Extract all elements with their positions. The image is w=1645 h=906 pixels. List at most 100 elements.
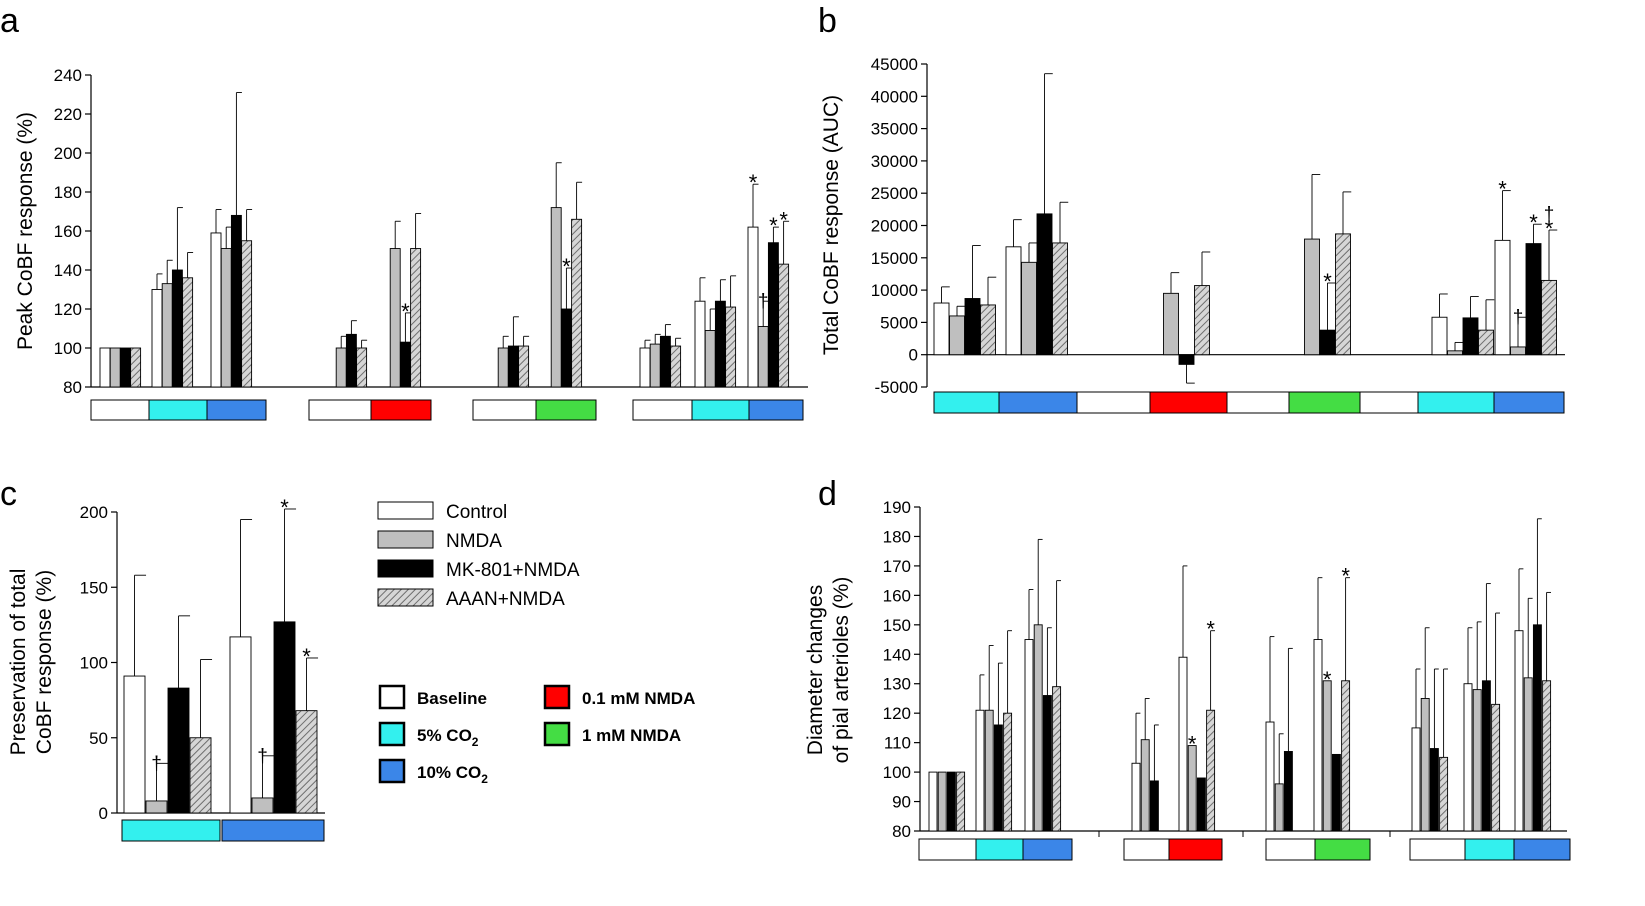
condition-co2_10 [206,399,267,421]
bar-nmda [949,315,965,356]
bar-nmda [649,343,661,388]
y-tick-label: 110 [884,734,911,753]
bar-nmda [251,797,274,814]
panel-label-b: b [818,2,837,40]
significance-star: * [1498,177,1507,202]
y-tick-label: 100 [54,339,82,358]
y-tick-label: 190 [883,498,911,517]
condition-co2_5 [975,838,1024,861]
bar-aaan [130,347,142,388]
y-axis-label-line: of pial arterioles (%) [830,577,853,764]
bar-control [639,347,651,388]
bar-aaan [1439,756,1449,832]
y-axis-label: Diameter changes of pial arterioles (%) [804,577,853,764]
legend-swatch-nmda-1 [543,721,571,747]
bar-mk801 [1319,329,1336,356]
significance-star: * [1188,732,1197,757]
legend-label-baseline: Baseline [417,689,487,708]
condition-baseline [1123,838,1170,861]
y-tick-label: 25000 [871,184,918,203]
bar-aaan [980,304,996,356]
legend-swatch-baseline [378,684,406,710]
y-tick-label: 160 [883,586,911,605]
bar-aaan [571,218,583,388]
y-tick-label: 150 [80,578,108,597]
bar-nmda [1322,680,1332,832]
y-tick-label: 30000 [871,152,918,171]
bar-aaan [1194,285,1210,356]
y-tick-label: 240 [54,66,82,85]
condition-nmda_1 [1288,391,1361,414]
condition-baseline [1076,391,1151,414]
significance-dagger: † [1513,307,1524,328]
y-tick-label: 120 [883,704,911,723]
bar-aaan [410,248,422,388]
condition-co2_5 [691,399,750,421]
bar-control [1431,316,1448,356]
bar-mk801 [1429,748,1439,832]
significance-star: * [302,644,311,669]
chart-b: -5000 0 5000 10000 15000 20000 25000 30000 35000… [820,55,1565,414]
condition-nmda_1 [535,399,597,421]
condition-co2_10 [1022,838,1073,861]
legend-label-co2-10: 10% CO2 [417,763,488,786]
bar-control [1005,246,1022,356]
bar-control [928,771,938,832]
significance-dagger: † [151,753,162,774]
significance-dagger: † [257,746,268,767]
condition-baseline [632,399,693,421]
y-tick-label: 80 [892,822,911,841]
significance-star: * [779,207,788,232]
bar-mk801 [1525,243,1542,356]
condition-co2_10 [998,391,1078,414]
bar-nmda [1304,238,1320,356]
bar-aaan [1003,712,1013,832]
significance-star: * [1545,216,1554,241]
y-tick-label: 10000 [871,281,918,300]
legend-swatch-control [377,501,434,520]
bar-mk801 [714,300,726,388]
bar-control [1131,762,1141,832]
y-tick-label: 170 [883,557,911,576]
bar-nmda [389,248,401,388]
bar-mk801 [1196,777,1206,832]
bar-nmda [497,347,509,388]
bar-nmda [984,709,994,832]
bar-nmda [1187,745,1197,832]
bar-aaan [778,263,790,388]
bar-mk801 [1036,213,1053,356]
y-tick-label: 220 [54,105,82,124]
y-axis-label-line: Preservation of total [7,569,30,756]
bar-nmda [1274,783,1284,832]
bar-nmda [1021,261,1037,356]
y-tick-label: 150 [883,616,911,635]
legend-swatch-mk801 [377,559,434,578]
y-tick-label: 90 [892,793,911,812]
significance-star: * [562,254,571,279]
bar-mk801 [1042,695,1052,832]
bar-nmda [1420,698,1430,832]
condition-co2_10 [221,819,325,842]
bar-nmda [1510,346,1526,356]
bar-mk801 [560,308,572,388]
legend-swatch-aaan [377,588,434,607]
legend-swatch-co2-5 [378,721,406,747]
bar-nmda [1447,350,1463,356]
bar-nmda [1472,689,1482,832]
bar-nmda [1163,292,1179,356]
bar-aaan [1206,709,1216,832]
bar-mk801 [273,621,296,814]
condition-baseline [918,838,977,861]
condition-nmda_01 [370,399,432,421]
condition-baseline [472,399,537,421]
y-tick-label: 50 [89,729,108,748]
bar-nmda [109,347,121,388]
y-axis-label: Preservation of total CoBF response (%) [7,569,56,756]
bar-mk801 [1481,680,1491,832]
y-tick-label: 100 [80,654,108,673]
bar-control [1265,721,1275,832]
bar-aaan [1052,686,1062,832]
condition-baseline [1226,391,1290,414]
condition-nmda_01 [1168,838,1223,861]
